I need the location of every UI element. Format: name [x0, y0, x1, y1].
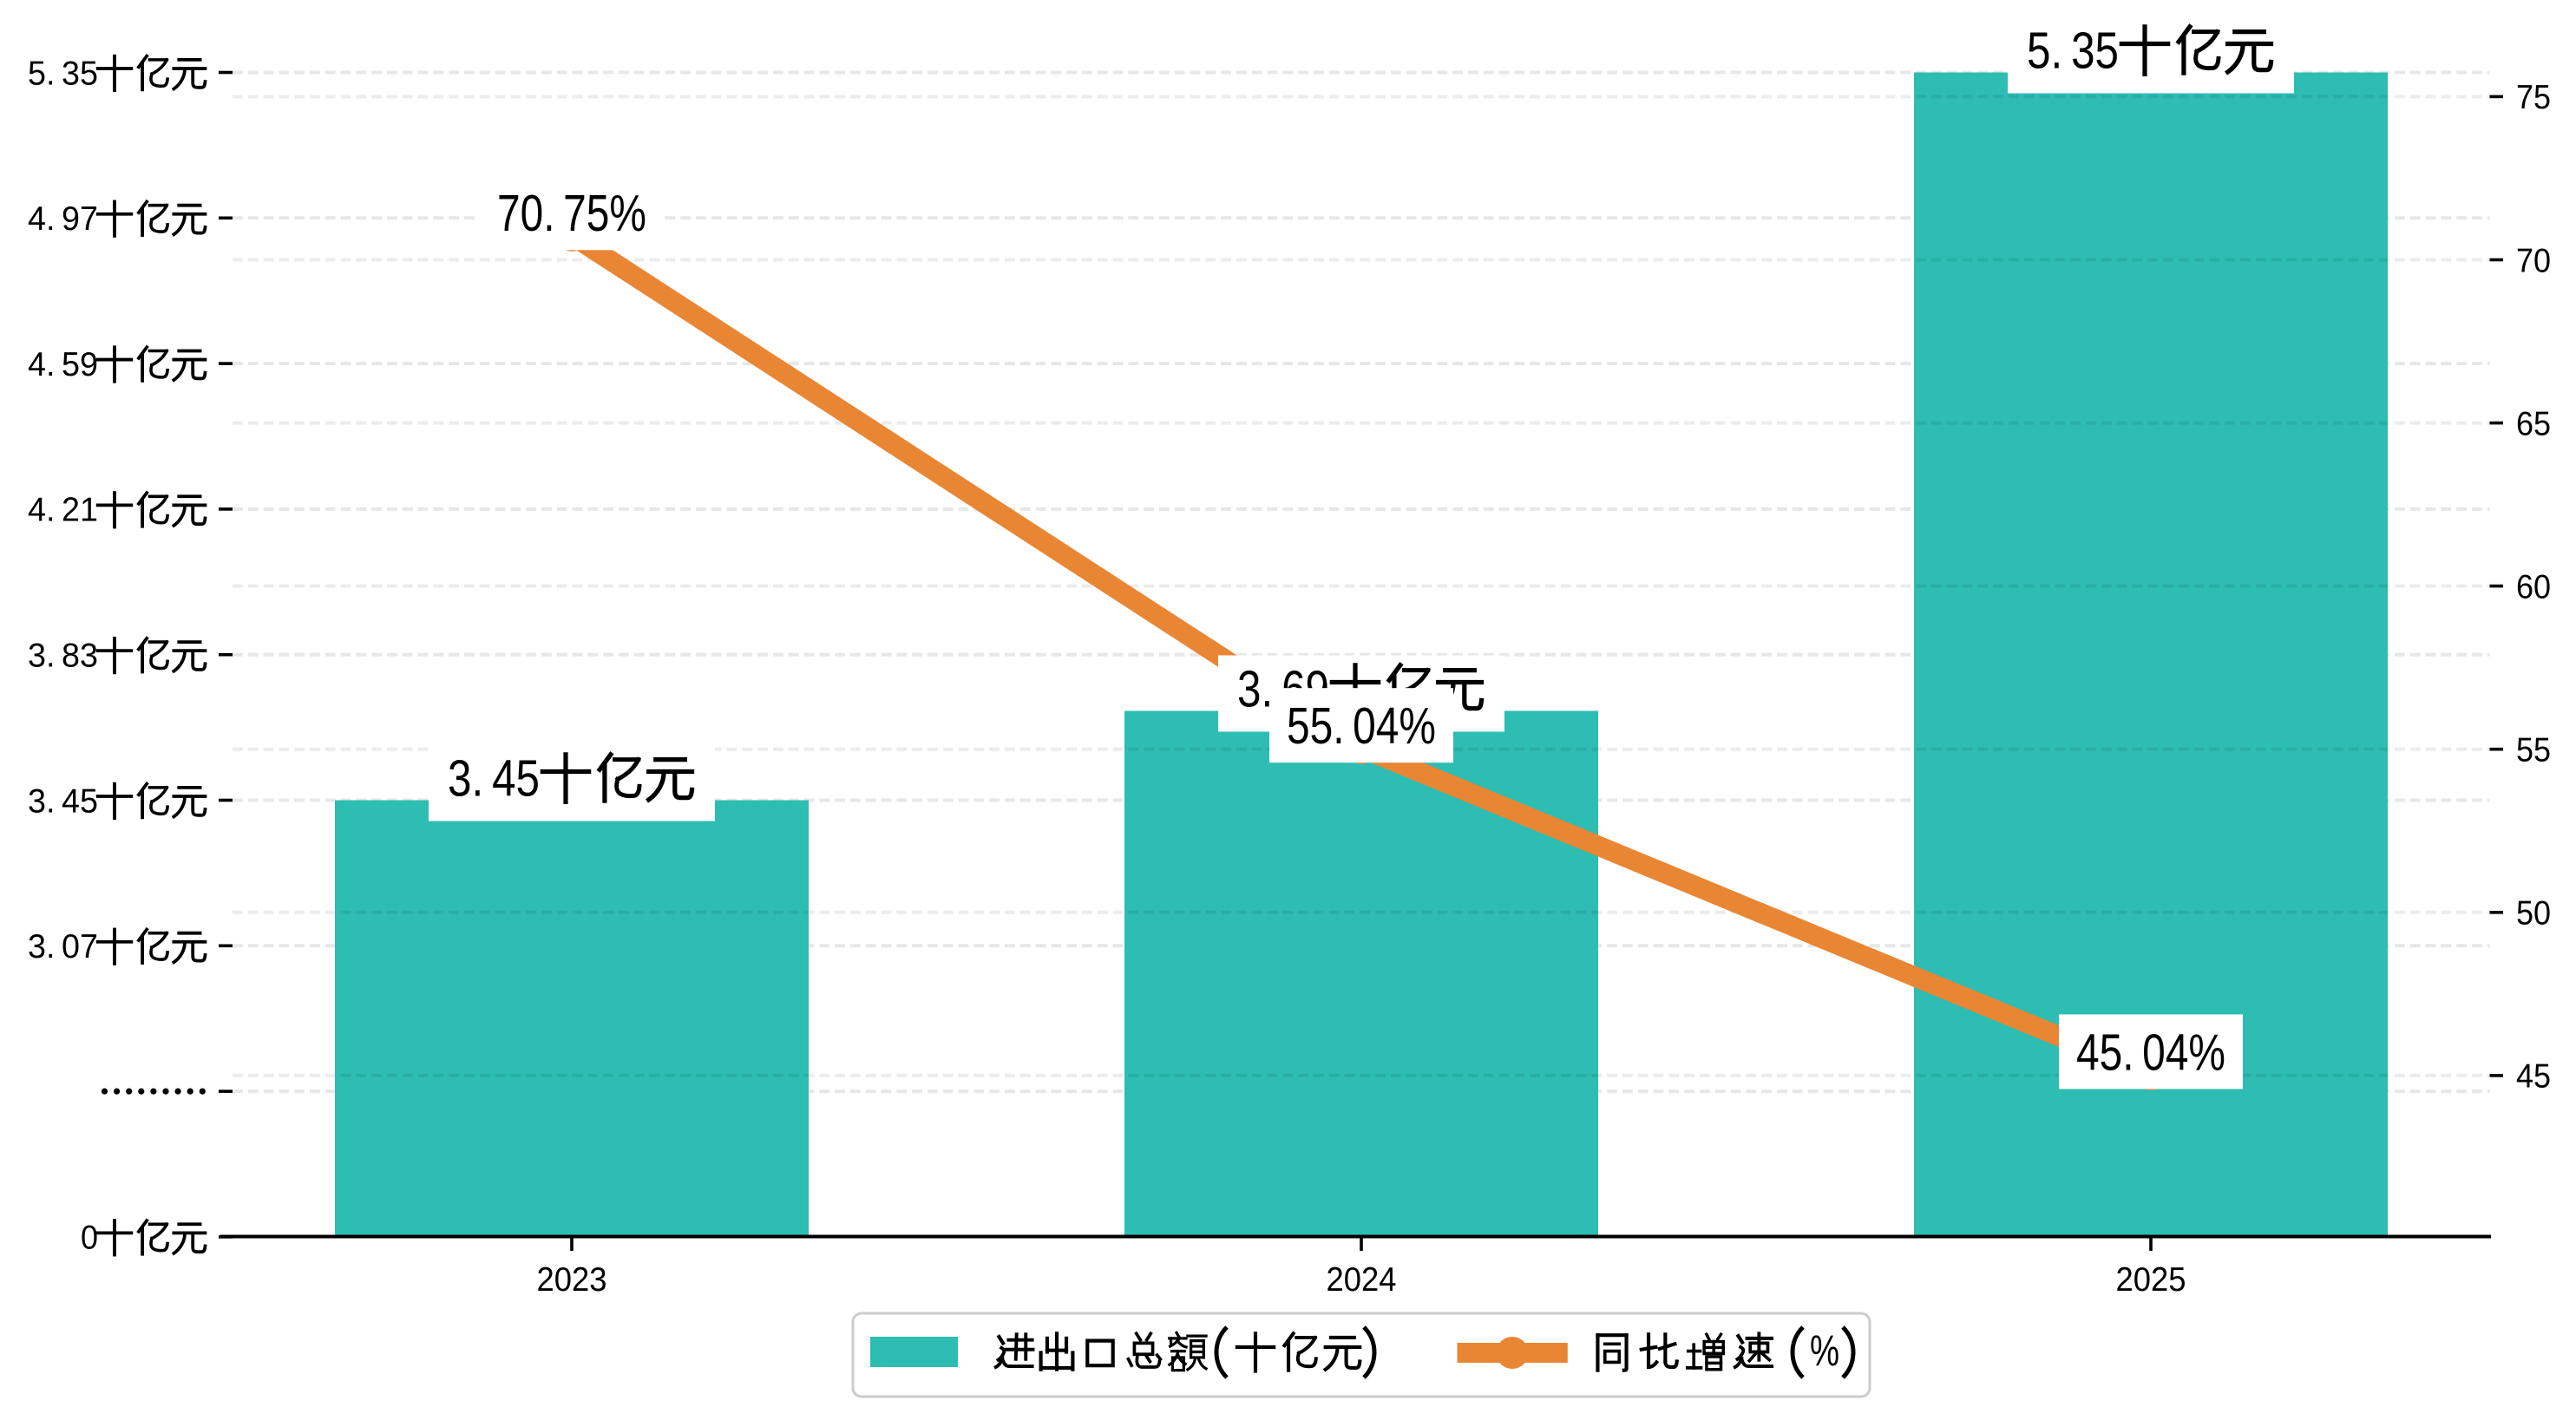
- svg-text:2024: 2024: [1327, 1261, 1397, 1299]
- svg-text:75: 75: [2516, 79, 2551, 116]
- svg-text:4. 97: 4. 97: [28, 200, 98, 238]
- svg-text:70. 75%: 70. 75%: [497, 185, 646, 242]
- svg-text:70: 70: [2516, 242, 2551, 279]
- svg-text:4. 21: 4. 21: [28, 492, 98, 529]
- svg-text:2023: 2023: [537, 1261, 607, 1299]
- svg-text:60: 60: [2516, 569, 2551, 606]
- svg-text:2025: 2025: [2116, 1261, 2186, 1299]
- svg-text:65: 65: [2516, 405, 2551, 442]
- svg-text:0: 0: [81, 1220, 98, 1257]
- svg-text:3. 45: 3. 45: [448, 749, 540, 807]
- svg-text:3. 83: 3. 83: [28, 638, 98, 675]
- svg-text:4. 59: 4. 59: [28, 346, 98, 383]
- svg-text:3. 45: 3. 45: [28, 782, 98, 820]
- svg-text:3. 07: 3. 07: [28, 928, 98, 965]
- svg-text:%: %: [1810, 1326, 1839, 1375]
- svg-text:55: 55: [2516, 732, 2551, 769]
- svg-text:55. 04%: 55. 04%: [1287, 697, 1436, 755]
- svg-text:45: 45: [2516, 1058, 2551, 1096]
- svg-text:5. 35: 5. 35: [2027, 22, 2119, 79]
- svg-text:45. 04%: 45. 04%: [2076, 1024, 2225, 1081]
- svg-text:50: 50: [2516, 895, 2551, 932]
- svg-text:5. 35: 5. 35: [28, 55, 98, 92]
